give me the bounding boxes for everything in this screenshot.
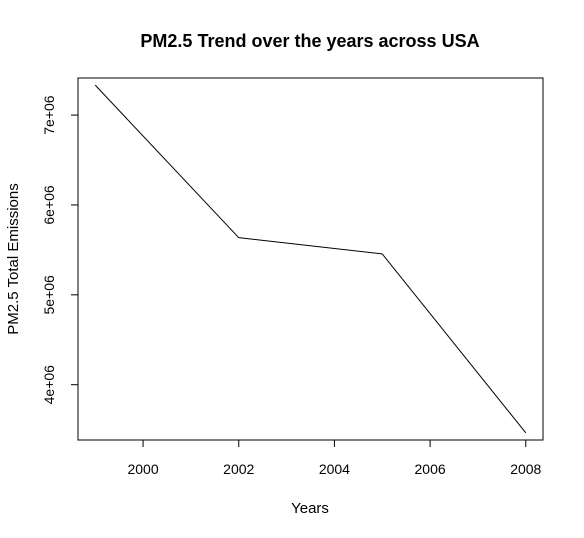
series-line xyxy=(94,84,527,434)
y-tick-label: 5e+06 xyxy=(41,275,57,315)
x-axis-label: Years xyxy=(291,500,329,517)
y-axis: 4e+06 5e+06 6e+06 7e+06 xyxy=(41,95,79,405)
y-tick-label: 7e+06 xyxy=(41,95,57,135)
x-tick-label: 2008 xyxy=(510,461,541,477)
chart-title: PM2.5 Trend over the years across USA xyxy=(140,31,479,51)
x-tick-label: 2004 xyxy=(319,461,350,477)
x-tick-label: 2000 xyxy=(127,461,158,477)
y-tick-label: 4e+06 xyxy=(41,365,57,405)
plot-frame xyxy=(77,77,544,441)
x-tick-label: 2002 xyxy=(223,461,254,477)
x-axis: 2000 2002 2004 2006 2008 xyxy=(127,439,542,477)
y-axis-label: PM2.5 Total Emissions xyxy=(5,183,22,334)
x-tick-label: 2006 xyxy=(415,461,446,477)
y-tick-label: 6e+06 xyxy=(41,185,57,225)
series-layer xyxy=(94,84,527,434)
